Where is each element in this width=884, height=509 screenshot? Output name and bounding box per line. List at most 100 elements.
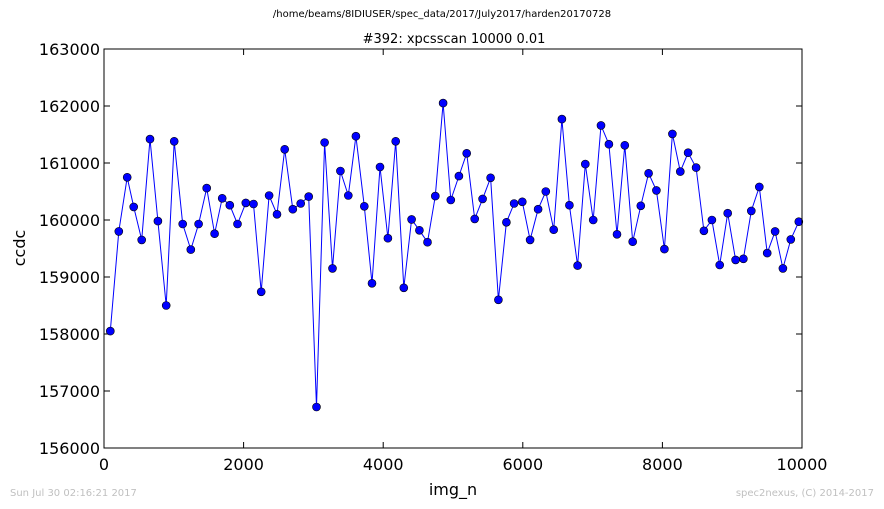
data-point — [525, 235, 535, 245]
tick-marks — [103, 48, 803, 449]
y-tick-label: 163000 — [39, 40, 100, 59]
data-point — [604, 139, 614, 149]
data-point — [549, 225, 559, 234]
data-point — [210, 229, 219, 238]
footer-timestamp: Sun Jul 30 02:16:21 2017 — [10, 488, 137, 499]
data-point — [178, 219, 187, 229]
tick-labels: 0 2000 4000 6000 8000 10000 156000 157000 158000… — [39, 40, 828, 474]
data-point — [675, 167, 685, 176]
x-axis-label: img_n — [429, 480, 477, 500]
data-point — [470, 214, 480, 224]
y-tick-label: 162000 — [39, 97, 100, 116]
x-tick-label: 2000 — [223, 455, 264, 474]
data-point — [699, 226, 709, 236]
data-point — [723, 208, 733, 218]
data-point — [533, 204, 543, 214]
data-point — [731, 255, 740, 265]
data-point — [217, 194, 227, 203]
data-point — [438, 98, 448, 108]
data-point — [320, 138, 329, 147]
data-point — [660, 244, 669, 254]
data-point — [304, 192, 314, 201]
data-point — [770, 227, 780, 236]
data-point — [580, 159, 590, 169]
data-point — [161, 301, 171, 310]
data-point — [351, 131, 361, 141]
data-point — [565, 200, 574, 210]
data-series — [106, 98, 804, 412]
data-point — [517, 197, 527, 207]
data-point — [786, 235, 796, 244]
data-point — [336, 166, 345, 176]
data-point — [612, 230, 622, 239]
data-point — [328, 264, 337, 273]
data-point — [202, 183, 211, 193]
data-point — [264, 191, 274, 200]
data-point — [137, 235, 146, 245]
x-tick-label: 10000 — [777, 455, 828, 474]
footer-credit: spec2nexus, (C) 2014-2017 — [735, 488, 874, 499]
data-point — [186, 245, 196, 254]
file-path-title: /home/beams/8IDIUSER/spec_data/2017/July… — [272, 9, 612, 20]
data-point — [628, 237, 638, 246]
y-tick-label: 160000 — [39, 211, 100, 230]
data-point — [596, 121, 606, 130]
data-point — [312, 402, 321, 412]
x-tick-label: 8000 — [642, 455, 683, 474]
x-tick-label: 0 — [99, 455, 109, 474]
data-point — [145, 134, 155, 144]
data-point — [446, 195, 456, 205]
data-point — [106, 326, 115, 336]
data-point — [541, 187, 551, 196]
data-point — [486, 173, 495, 183]
data-point — [502, 218, 511, 227]
data-point — [296, 199, 306, 208]
data-point — [383, 233, 393, 243]
data-point — [715, 260, 725, 270]
data-point — [399, 283, 409, 293]
data-point — [478, 194, 487, 204]
data-point — [778, 264, 788, 273]
x-tick-label: 6000 — [502, 455, 543, 474]
data-point — [794, 217, 804, 226]
data-point — [407, 215, 416, 224]
data-point — [343, 191, 353, 200]
data-point — [668, 129, 677, 139]
y-tick-label: 161000 — [39, 154, 100, 173]
data-point — [454, 171, 464, 181]
data-point — [588, 215, 598, 225]
data-point — [114, 227, 124, 236]
data-point — [691, 163, 701, 172]
data-point — [391, 137, 401, 146]
data-point — [241, 198, 251, 208]
y-tick-label: 156000 — [39, 439, 100, 458]
series-line — [109, 103, 800, 408]
y-tick-label: 158000 — [39, 325, 100, 344]
data-point — [423, 237, 432, 247]
data-point — [194, 219, 203, 229]
data-point — [129, 202, 138, 212]
data-point — [375, 162, 385, 172]
data-point — [280, 145, 290, 154]
data-point — [415, 226, 424, 235]
data-point — [225, 200, 235, 210]
data-point — [359, 202, 369, 211]
data-point — [707, 215, 717, 225]
y-tick-label: 159000 — [39, 268, 100, 287]
data-point — [557, 114, 567, 124]
data-point — [367, 278, 377, 288]
plot-frame — [103, 48, 803, 449]
data-point — [652, 186, 661, 195]
data-point — [288, 204, 298, 214]
data-point — [573, 261, 582, 270]
data-point — [683, 148, 693, 157]
y-tick-label: 157000 — [39, 382, 100, 401]
data-point — [430, 191, 440, 201]
data-point — [462, 149, 472, 158]
data-point — [762, 248, 772, 258]
data-point — [494, 295, 503, 305]
data-point — [153, 216, 163, 226]
data-point — [754, 182, 764, 192]
data-point — [256, 287, 266, 297]
